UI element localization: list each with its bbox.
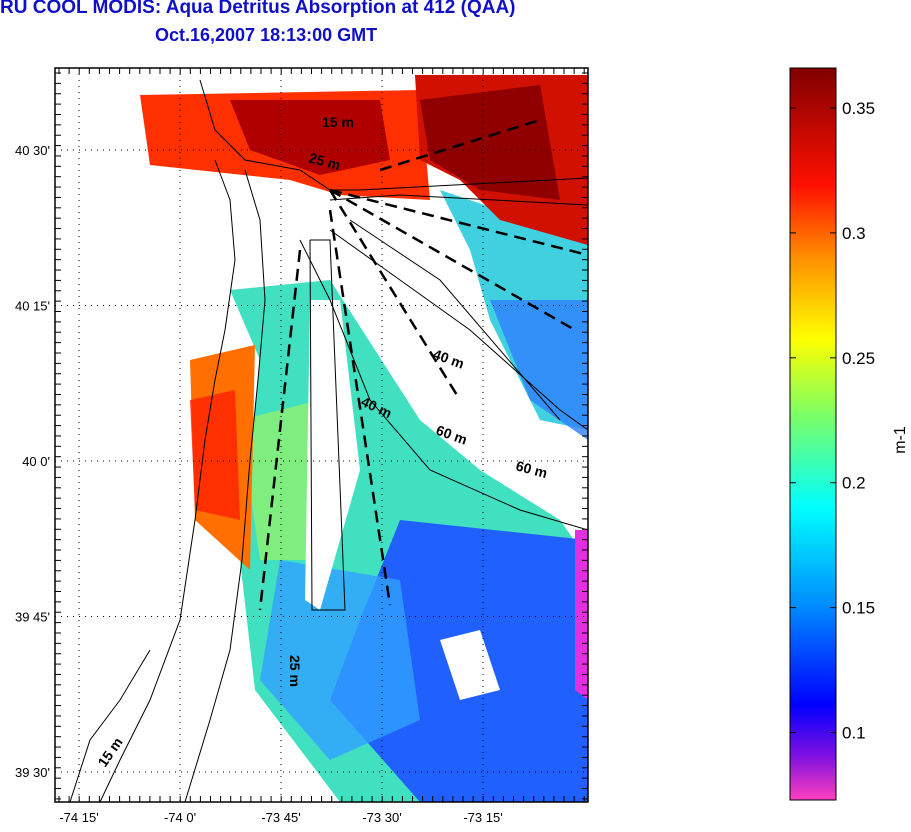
colorbar-tick-label: 0.15 <box>842 599 875 618</box>
data-region-east-blue <box>490 300 588 440</box>
colorbar-tick-label: 0.3 <box>842 224 866 243</box>
data-region-magenta <box>575 530 588 700</box>
colorbar <box>789 67 837 801</box>
colorbar-ticks: 0.35 0.3 0.25 0.2 0.15 0.1 <box>790 99 875 743</box>
map-axes: -74 15' -74 0' -73 45' -73 30' -73 15' 40 30'… <box>15 68 588 825</box>
data-region-coast-red <box>190 390 240 520</box>
colorbar-tick-label: 0.2 <box>842 474 866 493</box>
data-hole <box>440 630 500 700</box>
contour-label: 40 m <box>431 346 466 372</box>
data-region-northeast-dark <box>420 85 560 200</box>
lon-tick-label: -73 15' <box>463 810 502 825</box>
map-title: RU COOL MODIS: Aqua Detritus Absorption … <box>0 0 516 18</box>
data-region-lightblue <box>260 560 420 760</box>
lat-tick-label: 39 30' <box>15 765 50 780</box>
data-hole <box>305 300 360 610</box>
colorbar-tick-label: 0.25 <box>842 349 875 368</box>
colorbar-tick-label: 0.35 <box>842 99 875 118</box>
lon-tick-label: -74 15' <box>59 810 98 825</box>
contour-label: 60 m <box>514 457 549 481</box>
lat-tick-label: 39 45' <box>15 610 50 625</box>
satellite-data-layer <box>140 75 588 802</box>
map-subtitle: Oct.16,2007 18:13:00 GMT <box>155 25 378 45</box>
contour-label: 25 m <box>287 655 303 687</box>
lat-tick-label: 40 15' <box>15 299 50 314</box>
lon-tick-label: -74 0' <box>164 810 196 825</box>
coastline-and-contours <box>69 79 588 802</box>
colorbar-unit-label: m-1 <box>892 426 909 454</box>
contour-label: 15 m <box>322 114 354 130</box>
transect-dashed-lines <box>258 118 588 611</box>
lat-tick-label: 40 30' <box>15 143 50 158</box>
lat-tick-label: 40 0' <box>22 454 50 469</box>
contour-label: 25 m <box>307 149 342 173</box>
graticule <box>55 68 588 802</box>
contour-label: 15 m <box>94 734 125 769</box>
data-region-north-dark <box>230 100 390 175</box>
lon-tick-label: -73 45' <box>261 810 300 825</box>
lon-tick-label: -73 30' <box>362 810 401 825</box>
colorbar-tick-label: 0.1 <box>842 724 866 743</box>
